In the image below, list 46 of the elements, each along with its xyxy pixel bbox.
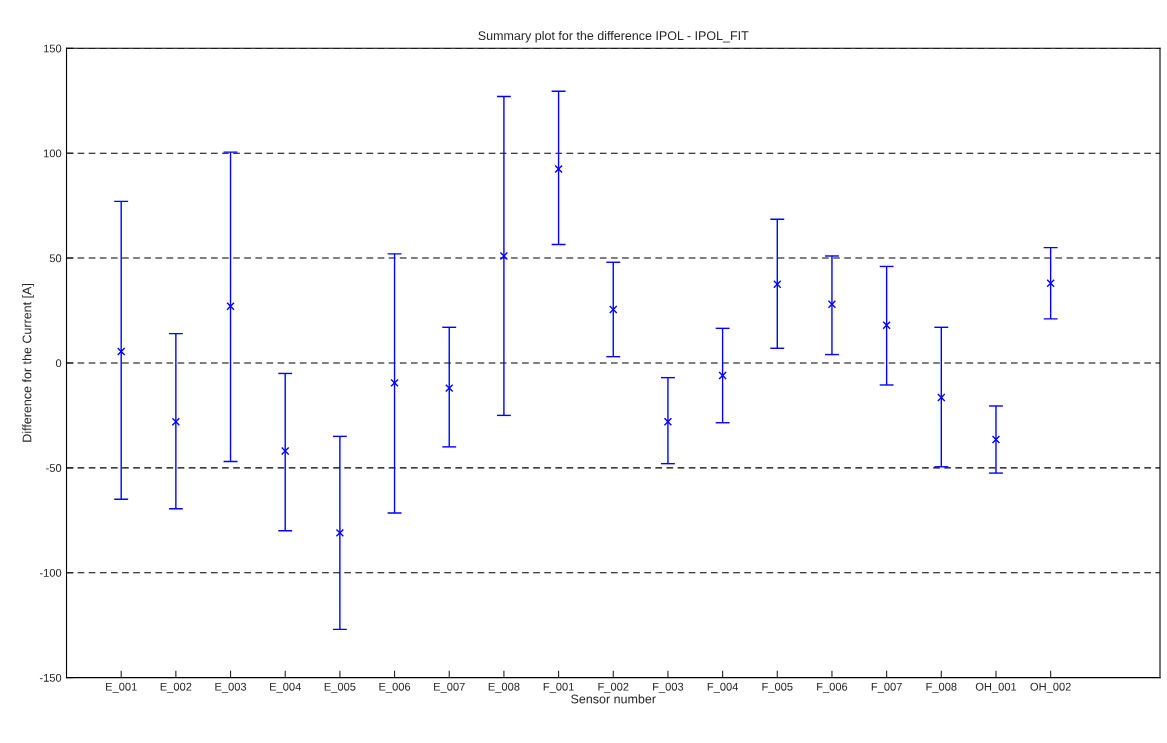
point — [117, 347, 126, 356]
x-tick-label: F_007 — [871, 682, 902, 693]
y-tick-label: 0 — [55, 359, 62, 368]
x-tick-label: E_002 — [160, 682, 192, 693]
chart-title: Summary plot for the difference IPOL - IPOL_FIT — [478, 30, 749, 43]
x-tick-label: F_002 — [598, 682, 629, 693]
x-tick-label: E_004 — [270, 682, 301, 693]
x-tick-label: F_001 — [543, 682, 574, 693]
point — [335, 528, 345, 538]
y-tick-label: -100 — [39, 569, 62, 577]
x-tick-label: OH_002 — [1030, 682, 1071, 693]
point — [171, 417, 181, 426]
x-tick-label: E_005 — [324, 682, 356, 693]
point — [226, 302, 235, 311]
x-tick-label: F_008 — [926, 682, 957, 693]
point — [663, 417, 673, 426]
x-tick-label: F_003 — [653, 682, 684, 693]
x-tick-label: E_003 — [215, 682, 247, 693]
point — [445, 383, 454, 393]
y-axis-title: Difference for the Current [A] — [22, 284, 34, 442]
y-tick-label: -150 — [39, 673, 62, 682]
point — [991, 435, 1001, 444]
y-tick-label: 100 — [43, 149, 62, 158]
x-axis-title: Sensor number — [571, 694, 656, 704]
point — [609, 305, 618, 314]
x-tick-label: E_007 — [434, 682, 465, 693]
y-tick-label: -50 — [46, 464, 62, 472]
x-tick-label: F_004 — [707, 682, 739, 693]
x-tick-label: E_001 — [106, 682, 137, 693]
x-tick-label: E_006 — [379, 682, 411, 693]
y-tick-label: 50 — [49, 254, 62, 263]
point — [937, 393, 946, 402]
point — [1046, 279, 1055, 288]
point — [281, 446, 290, 456]
x-tick-label: F_005 — [762, 682, 793, 693]
x-tick-label: OH_001 — [975, 682, 1017, 693]
point — [773, 280, 782, 289]
point — [554, 164, 563, 174]
x-tick-label: F_006 — [817, 682, 848, 693]
point — [499, 251, 509, 261]
y-tick-label: 150 — [43, 44, 62, 53]
point — [882, 321, 891, 330]
point — [827, 300, 837, 309]
point — [718, 371, 727, 380]
x-tick-label: E_008 — [488, 682, 520, 693]
point — [390, 378, 399, 388]
